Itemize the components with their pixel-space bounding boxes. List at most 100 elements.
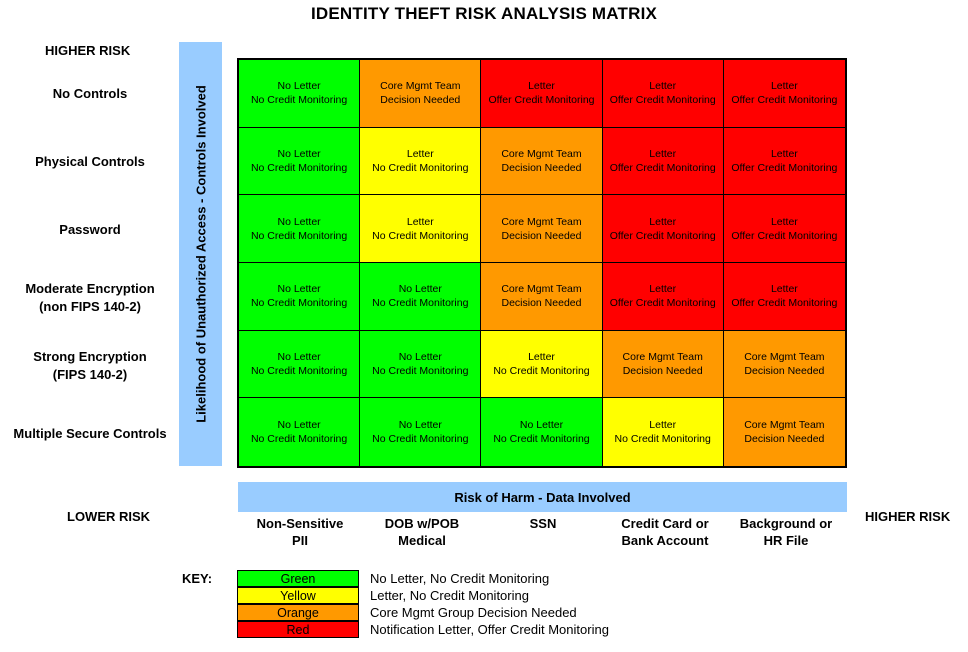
matrix-cell-yellow: Letter No Credit Monitoring <box>602 398 724 466</box>
matrix-cell-red: Letter Offer Credit Monitoring <box>602 60 724 128</box>
matrix-cell-green: No Letter No Credit Monitoring <box>360 262 482 331</box>
column-label: Credit Card or Bank Account <box>604 515 726 549</box>
matrix-cell-green: No Letter No Credit Monitoring <box>481 398 603 466</box>
row-label: Password <box>0 196 180 264</box>
cell-text-line1: No Letter <box>277 350 321 363</box>
key-swatch-red: Red <box>237 621 359 638</box>
cell-text-line2: Offer Credit Monitoring <box>488 94 595 107</box>
vertical-axis-label: Likelihood of Unauthorized Access - Cont… <box>193 85 208 423</box>
matrix-cell-orange: Core Mgmt Team Decision Needed <box>481 262 603 331</box>
cell-text-line2: Decision Needed <box>501 229 582 242</box>
row-label-line1: Moderate Encryption <box>25 281 155 296</box>
cell-text-line1: Letter <box>649 147 677 160</box>
horizontal-axis-label: Risk of Harm - Data Involved <box>454 489 631 505</box>
matrix-cell-orange: Core Mgmt Team Decision Needed <box>723 330 845 399</box>
cell-text-line1: Letter <box>649 419 677 432</box>
cell-text-line1: No Letter <box>398 350 442 363</box>
cell-text-line2: Offer Credit Monitoring <box>609 161 716 174</box>
column-label: Non-Sensitive PII <box>239 515 361 549</box>
cell-text-line1: Letter <box>406 215 434 228</box>
matrix-cell-green: No Letter No Credit Monitoring <box>239 195 361 263</box>
cell-text-line2: Offer Credit Monitoring <box>731 297 838 310</box>
key-swatch-orange: Orange <box>237 604 359 621</box>
lower-risk-label: LOWER RISK <box>67 509 151 524</box>
column-label-line1: DOB w/POB <box>384 516 460 531</box>
cell-text-line1: Core Mgmt Team <box>744 419 825 432</box>
key-swatch-green: Green <box>237 570 359 587</box>
cell-text-line2: No Credit Monitoring <box>250 364 348 377</box>
risk-matrix-grid: No Letter No Credit Monitoring Core Mgmt T… <box>237 58 847 468</box>
row-label-line1: No Controls <box>52 86 128 101</box>
cell-text-line2: No Credit Monitoring <box>250 94 348 107</box>
column-label-line1: SSN <box>529 516 557 531</box>
key-description: No Letter, No Credit Monitoring <box>370 571 550 586</box>
matrix-cell-red: Letter Offer Credit Monitoring <box>723 195 845 263</box>
key-swatch-name: Yellow <box>280 588 316 603</box>
row-label-line1: Password <box>59 222 121 237</box>
row-label: Strong Encryption (FIPS 140-2) <box>0 332 180 400</box>
cell-text-line2: Offer Credit Monitoring <box>609 94 716 107</box>
cell-text-line2: No Credit Monitoring <box>250 297 348 310</box>
cell-text-line1: Core Mgmt Team <box>744 350 825 363</box>
cell-text-line1: Core Mgmt Team <box>622 350 703 363</box>
cell-text-line2: No Credit Monitoring <box>372 229 469 242</box>
cell-text-line1: No Letter <box>277 419 321 432</box>
column-label: SSN <box>482 515 604 532</box>
column-label-line2: PII <box>292 533 308 548</box>
cell-text-line2: No Credit Monitoring <box>372 297 469 310</box>
matrix-cell-green: No Letter No Credit Monitoring <box>360 398 482 466</box>
cell-text-line1: Core Mgmt Team <box>501 283 582 296</box>
cell-text-line1: Letter <box>649 283 677 296</box>
matrix-cell-orange: Core Mgmt Team Decision Needed <box>481 195 603 263</box>
matrix-cell-green: No Letter No Credit Monitoring <box>239 398 361 466</box>
matrix-cell-red: Letter Offer Credit Monitoring <box>481 60 603 128</box>
cell-text-line1: No Letter <box>277 215 321 228</box>
higher-risk-right-label: HIGHER RISK <box>865 509 951 524</box>
cell-text-line2: Decision Needed <box>501 161 582 174</box>
cell-text-line2: Decision Needed <box>622 364 703 377</box>
cell-text-line2: Offer Credit Monitoring <box>609 297 716 310</box>
key-swatch-name: Green <box>280 571 316 586</box>
matrix-cell-red: Letter Offer Credit Monitoring <box>602 127 724 196</box>
cell-text-line1: No Letter <box>277 283 321 296</box>
column-label-line2: Medical <box>398 533 446 548</box>
row-label-line1: Physical Controls <box>35 154 145 169</box>
key-description: Letter, No Credit Monitoring <box>370 588 529 603</box>
cell-text-line2: Offer Credit Monitoring <box>731 94 838 107</box>
row-label-line2: (FIPS 140-2) <box>52 367 128 382</box>
key-swatch-yellow: Yellow <box>237 587 359 604</box>
column-label: Background or HR File <box>725 515 847 549</box>
matrix-cell-orange: Core Mgmt Team Decision Needed <box>481 127 603 196</box>
key-description: Notification Letter, Offer Credit Monito… <box>370 622 609 637</box>
cell-text-line2: No Credit Monitoring <box>250 433 348 446</box>
cell-text-line1: Letter <box>528 80 555 93</box>
cell-text-line1: Core Mgmt Team <box>380 80 461 93</box>
cell-text-line1: No Letter <box>277 80 321 93</box>
cell-text-line2: No Credit Monitoring <box>493 364 590 377</box>
cell-text-line1: Letter <box>649 80 677 93</box>
matrix-cell-yellow: Letter No Credit Monitoring <box>360 195 482 263</box>
higher-risk-top-label: HIGHER RISK <box>45 43 131 58</box>
cell-text-line2: Offer Credit Monitoring <box>731 229 838 242</box>
cell-text-line1: No Letter <box>398 419 442 432</box>
cell-text-line2: No Credit Monitoring <box>614 433 711 446</box>
cell-text-line1: Letter <box>406 147 434 160</box>
matrix-cell-red: Letter Offer Credit Monitoring <box>723 60 845 128</box>
cell-text-line1: Letter <box>770 283 798 296</box>
column-label-line1: Background or <box>739 516 833 531</box>
cell-text-line2: No Credit Monitoring <box>250 229 348 242</box>
cell-text-line1: Letter <box>770 215 798 228</box>
column-label: DOB w/POB Medical <box>361 515 483 549</box>
page-title: IDENTITY THEFT RISK ANALYSIS MATRIX <box>310 4 658 23</box>
row-label: No Controls <box>0 60 180 128</box>
cell-text-line1: Core Mgmt Team <box>501 215 582 228</box>
cell-text-line2: Decision Needed <box>380 94 461 107</box>
cell-text-line2: No Credit Monitoring <box>372 161 469 174</box>
cell-text-line1: Letter <box>528 350 555 363</box>
horizontal-axis-bar: Risk of Harm - Data Involved <box>238 482 847 512</box>
column-label-line2: Bank Account <box>621 533 709 548</box>
cell-text-line2: No Credit Monitoring <box>493 433 590 446</box>
column-label-line1: Non-Sensitive <box>256 516 344 531</box>
cell-text-line1: No Letter <box>277 147 321 160</box>
key-swatch-name: Orange <box>277 605 319 620</box>
